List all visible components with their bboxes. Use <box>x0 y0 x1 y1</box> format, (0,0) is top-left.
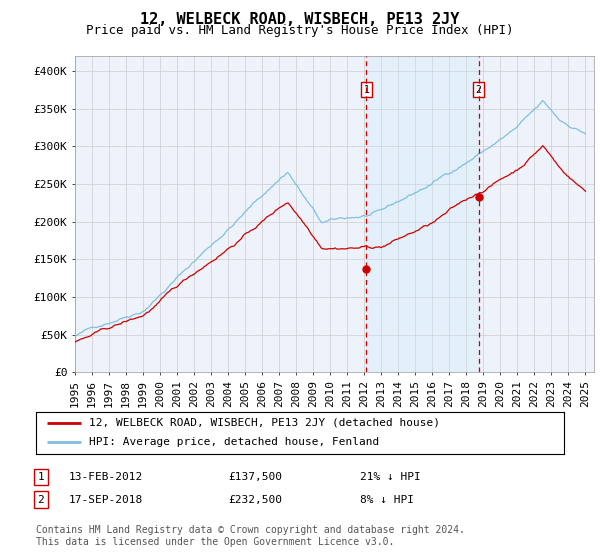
Bar <box>367 56 479 372</box>
Text: 12, WELBECK ROAD, WISBECH, PE13 2JY (detached house): 12, WELBECK ROAD, WISBECH, PE13 2JY (det… <box>89 418 440 428</box>
Text: 8% ↓ HPI: 8% ↓ HPI <box>360 494 414 505</box>
Text: 1: 1 <box>364 85 369 95</box>
Text: 21% ↓ HPI: 21% ↓ HPI <box>360 472 421 482</box>
Text: Price paid vs. HM Land Registry's House Price Index (HPI): Price paid vs. HM Land Registry's House … <box>86 24 514 36</box>
Text: 2: 2 <box>476 85 482 95</box>
Text: Contains HM Land Registry data © Crown copyright and database right 2024.
This d: Contains HM Land Registry data © Crown c… <box>36 525 465 547</box>
Text: 2: 2 <box>37 494 44 505</box>
Text: 1: 1 <box>37 472 44 482</box>
Text: £137,500: £137,500 <box>228 472 282 482</box>
Text: HPI: Average price, detached house, Fenland: HPI: Average price, detached house, Fenl… <box>89 437 379 447</box>
Text: 12, WELBECK ROAD, WISBECH, PE13 2JY: 12, WELBECK ROAD, WISBECH, PE13 2JY <box>140 12 460 27</box>
Text: £232,500: £232,500 <box>228 494 282 505</box>
Text: 13-FEB-2012: 13-FEB-2012 <box>69 472 143 482</box>
Text: 17-SEP-2018: 17-SEP-2018 <box>69 494 143 505</box>
